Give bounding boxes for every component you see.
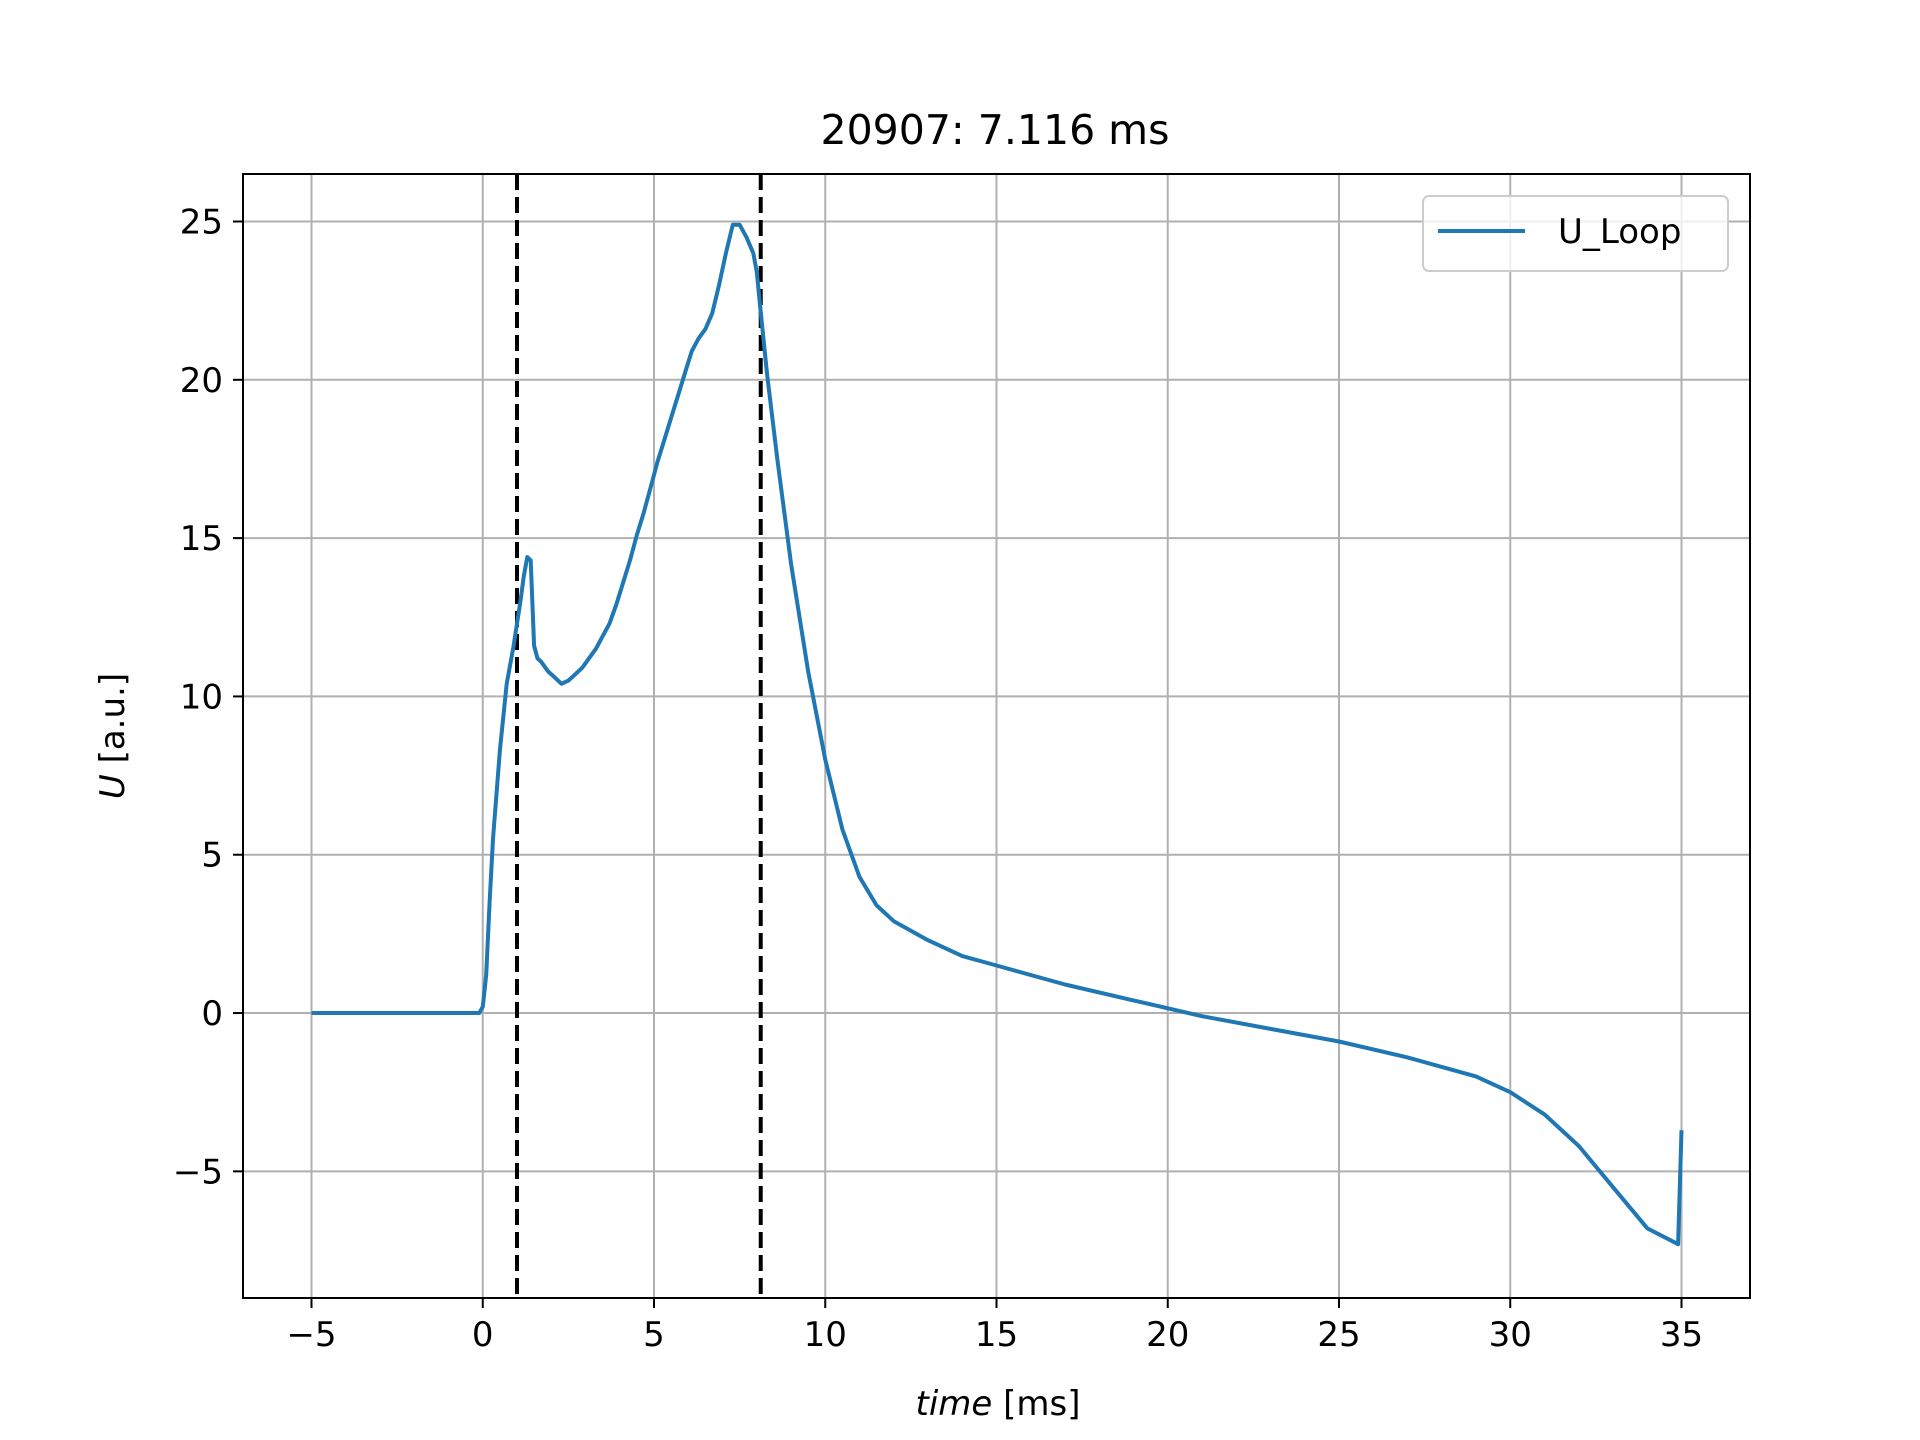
legend-box bbox=[1422, 195, 1729, 272]
y-axis-label-unit: [a.u.] bbox=[93, 673, 133, 774]
x-tick-label: 10 bbox=[804, 1315, 847, 1355]
x-axis-label-italic: time bbox=[916, 1384, 993, 1424]
x-tick-label: 5 bbox=[643, 1315, 665, 1355]
reference-lines bbox=[515, 174, 763, 1298]
chart-title: 20907: 7.116 ms bbox=[821, 106, 1170, 154]
legend: U_Loop bbox=[1422, 195, 1729, 272]
y-tick-label: 20 bbox=[180, 361, 223, 401]
x-axis-label-unit: [ms] bbox=[992, 1384, 1080, 1424]
grid bbox=[243, 174, 1750, 1298]
x-tick-label: 25 bbox=[1317, 1315, 1360, 1355]
series-layer bbox=[311, 222, 1684, 1247]
y-tick-label: 10 bbox=[180, 677, 223, 717]
x-tick-label: 0 bbox=[472, 1315, 494, 1355]
y-tick-label: 15 bbox=[180, 519, 223, 559]
x-axis-label: time [ms] bbox=[916, 1384, 1081, 1424]
y-axis-label-italic: U bbox=[93, 774, 133, 799]
y-tick-label: 5 bbox=[201, 836, 223, 876]
y-tick-label: −5 bbox=[173, 1152, 223, 1192]
x-axis: −5 0 5 10 15 20 25 30 35 bbox=[286, 1298, 1703, 1355]
series-line-u-loop bbox=[311, 222, 1684, 1247]
y-tick-label: 25 bbox=[180, 202, 223, 242]
y-axis-label: U [a.u.] bbox=[93, 673, 133, 799]
x-tick-label: −5 bbox=[286, 1315, 336, 1355]
x-tick-label: 20 bbox=[1146, 1315, 1189, 1355]
x-tick-label: 35 bbox=[1660, 1315, 1703, 1355]
y-tick-label: 0 bbox=[201, 994, 223, 1034]
x-tick-label: 15 bbox=[975, 1315, 1018, 1355]
x-tick-label: 30 bbox=[1489, 1315, 1532, 1355]
legend-entry-u-loop: U_Loop bbox=[1558, 212, 1681, 252]
y-axis: −5 0 5 10 15 20 25 bbox=[173, 202, 243, 1192]
